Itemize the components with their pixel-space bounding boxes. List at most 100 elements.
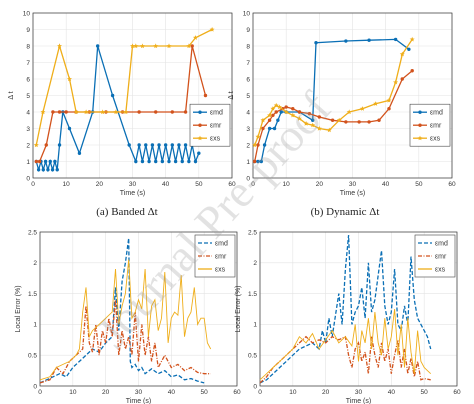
x-tick-label: 0	[31, 181, 35, 188]
x-tick-label: 40	[388, 389, 396, 396]
data-point-xs	[140, 43, 145, 49]
data-point-md	[167, 159, 171, 164]
data-point-xs	[336, 117, 342, 123]
data-point-mr	[137, 110, 141, 114]
y-tick-label: 1	[33, 322, 37, 329]
data-point-mr	[344, 120, 348, 124]
series-line-xs	[259, 308, 432, 381]
x-tick-label: 20	[102, 389, 110, 396]
data-point-md	[170, 143, 174, 147]
data-point-xs	[316, 125, 322, 131]
data-point-md	[183, 143, 188, 147]
data-point-xs	[283, 109, 289, 115]
data-point-xs	[133, 43, 139, 49]
data-point-md	[407, 47, 411, 51]
data-point-xs	[260, 117, 266, 123]
caption-dynamic: (b) Dynamic Δt	[311, 206, 380, 218]
data-point-xs	[209, 26, 215, 32]
data-point-mr	[367, 120, 371, 124]
x-axis-label: Time (s)	[346, 398, 371, 404]
x-axis-label: Time (s)	[126, 398, 151, 404]
series-line-xs	[254, 39, 413, 146]
data-point-md	[50, 168, 55, 172]
x-tick-label: 50	[195, 181, 203, 188]
x-tick-label: 0	[251, 181, 255, 188]
data-point-mr	[64, 110, 68, 114]
data-point-md	[262, 143, 267, 147]
data-point-md	[144, 143, 148, 147]
data-point-xs	[113, 109, 119, 115]
y-tick-label: 8	[26, 43, 30, 50]
data-point-xs	[186, 43, 192, 49]
y-tick-label: 10	[243, 10, 251, 17]
x-tick-label: 40	[382, 181, 390, 188]
data-point-md	[177, 143, 181, 147]
legend-marker-md	[418, 110, 422, 114]
legend-label-xs: εxs	[430, 136, 441, 143]
data-point-xs	[100, 109, 106, 115]
x-tick-label: 30	[355, 389, 363, 396]
data-point-mr	[190, 44, 194, 48]
data-point-xs	[40, 109, 46, 115]
data-point-xs	[73, 109, 79, 115]
series-line-md	[39, 238, 205, 384]
x-tick-label: 60	[233, 389, 241, 396]
data-point-xs	[277, 104, 282, 110]
data-point-md	[95, 44, 100, 48]
data-point-xs	[267, 112, 273, 118]
data-point-md	[55, 168, 59, 172]
y-tick-label: 0.5	[28, 353, 37, 360]
data-point-md	[163, 143, 168, 147]
legend-label-mr: εmr	[435, 254, 447, 261]
data-point-xs	[166, 43, 172, 49]
x-tick-label: 60	[453, 389, 461, 396]
legend: εmd εmr εxs	[194, 234, 236, 278]
data-point-mr	[307, 111, 312, 116]
x-tick-label: 40	[162, 181, 170, 188]
y-axis-label: Local Error (%)	[235, 285, 242, 332]
data-point-md	[311, 118, 315, 122]
plot-frame	[252, 12, 453, 179]
x-axis-label: Time (s)	[340, 190, 365, 197]
legend-label-md: εmd	[435, 241, 448, 248]
series-line-xs	[39, 259, 212, 381]
legend-label-xs: εxs	[215, 267, 226, 274]
series-line-md	[35, 45, 200, 173]
data-point-md	[137, 143, 141, 147]
data-point-xs	[399, 51, 405, 57]
y-tick-label: 2.5	[28, 229, 37, 236]
plot-frame	[32, 12, 233, 179]
data-point-mr	[377, 118, 381, 122]
data-point-xs	[273, 102, 279, 108]
data-point-xs	[130, 43, 135, 49]
data-point-xs	[409, 36, 415, 42]
data-point-md	[43, 159, 48, 164]
data-point-mr	[154, 110, 158, 114]
data-point-mr	[183, 110, 188, 114]
x-tick-label: 30	[135, 389, 143, 396]
y-tick-label: 1	[246, 159, 250, 166]
data-point-mr	[261, 126, 265, 131]
data-point-md	[53, 159, 57, 164]
legend-marker-mr	[198, 123, 202, 127]
y-tick-label: 8	[246, 43, 250, 50]
y-tick-label: 1	[26, 159, 30, 166]
data-point-md	[279, 110, 283, 114]
data-point-xs	[33, 142, 39, 148]
legend-label-md: εmd	[430, 110, 443, 117]
data-point-md	[173, 159, 178, 164]
data-point-xs	[393, 79, 399, 85]
legend: εmd εmr εxs	[414, 234, 456, 278]
legend-label-md: εmd	[210, 110, 223, 117]
x-tick-label: 50	[415, 181, 423, 188]
x-tick-label: 20	[322, 389, 330, 396]
data-point-md	[187, 159, 191, 164]
y-tick-label: 7	[246, 60, 250, 67]
data-point-mr	[291, 107, 295, 111]
data-point-xs	[346, 109, 352, 115]
data-point-mr	[387, 107, 391, 111]
data-point-mr	[44, 143, 48, 147]
data-point-md	[197, 151, 201, 155]
data-point-mr	[271, 113, 275, 118]
